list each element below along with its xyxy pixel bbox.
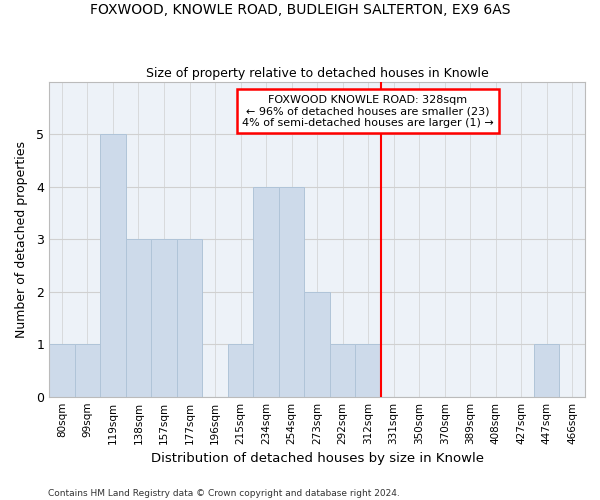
Text: FOXWOOD, KNOWLE ROAD, BUDLEIGH SALTERTON, EX9 6AS: FOXWOOD, KNOWLE ROAD, BUDLEIGH SALTERTON… (90, 2, 510, 16)
Title: Size of property relative to detached houses in Knowle: Size of property relative to detached ho… (146, 66, 488, 80)
Bar (534, 344, 559, 397)
Bar (151, 240, 177, 396)
Bar (75, 344, 100, 397)
Text: FOXWOOD KNOWLE ROAD: 328sqm
← 96% of detached houses are smaller (23)
4% of semi: FOXWOOD KNOWLE ROAD: 328sqm ← 96% of det… (242, 94, 494, 128)
Bar (304, 292, 330, 397)
Bar (355, 344, 381, 397)
Y-axis label: Number of detached properties: Number of detached properties (15, 141, 28, 338)
Bar (49, 344, 75, 397)
Bar (126, 240, 151, 396)
Bar (228, 344, 253, 397)
Bar (100, 134, 126, 396)
Bar (253, 187, 279, 396)
Bar (330, 344, 355, 397)
X-axis label: Distribution of detached houses by size in Knowle: Distribution of detached houses by size … (151, 452, 484, 465)
Bar (177, 240, 202, 396)
Text: Contains HM Land Registry data © Crown copyright and database right 2024.: Contains HM Land Registry data © Crown c… (48, 488, 400, 498)
Bar (279, 187, 304, 396)
